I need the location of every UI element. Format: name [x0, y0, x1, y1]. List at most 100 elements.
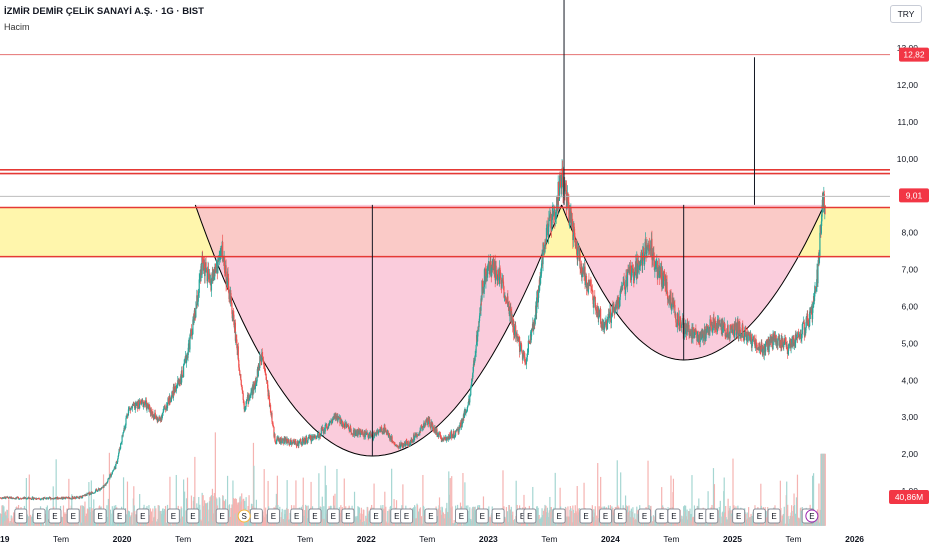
volume-bar: [271, 521, 273, 526]
candle-body: [617, 298, 619, 303]
candle-body: [627, 269, 630, 272]
candle-body: [761, 342, 763, 350]
candle-body: [616, 298, 618, 309]
volume-bar: [545, 505, 547, 526]
volume-bar: [241, 493, 243, 526]
volume-bar: [539, 518, 541, 526]
candle-body: [572, 222, 574, 241]
candle-body: [696, 335, 698, 341]
candle-body: [335, 413, 337, 419]
candle-body: [17, 496, 19, 498]
candle-body: [350, 426, 352, 429]
volume-bar: [616, 460, 618, 526]
candle-body: [272, 425, 275, 427]
candle-body: [668, 299, 670, 302]
candle-body: [225, 265, 227, 285]
candle-body: [519, 342, 522, 352]
candle-body: [530, 331, 532, 341]
candle-body: [150, 409, 152, 414]
candle-body: [112, 471, 114, 473]
candle-body: [162, 411, 164, 413]
candle-body: [414, 435, 416, 437]
volume-bar: [111, 506, 113, 526]
candle-body: [320, 427, 322, 436]
volume-bar: [565, 507, 567, 526]
candle-body: [230, 298, 233, 303]
candle-body: [0, 497, 2, 499]
candle-body: [743, 336, 745, 338]
candle-body: [433, 427, 435, 432]
candle-body: [124, 426, 126, 430]
candle-body: [126, 414, 128, 418]
candle-body: [246, 399, 248, 402]
candle-body: [443, 437, 445, 440]
candle-body: [595, 307, 597, 311]
candle-body: [545, 228, 548, 243]
volume-bar: [783, 506, 785, 526]
candle-body: [306, 437, 308, 442]
volume-bar: [474, 506, 476, 526]
candle-body: [163, 407, 165, 409]
volume-bar: [368, 511, 370, 526]
candle-body: [139, 399, 141, 402]
candle-body: [702, 331, 704, 338]
candle-body: [378, 431, 380, 432]
candle-body: [480, 298, 482, 311]
candle-body: [254, 380, 257, 389]
volume-bar: [763, 521, 765, 526]
candle-body: [154, 412, 156, 416]
candle-body: [788, 344, 790, 351]
candle-body: [330, 421, 332, 423]
candle-body: [39, 499, 42, 501]
candle-body: [713, 317, 715, 325]
candle-body: [94, 491, 96, 493]
candle-body: [236, 339, 238, 349]
candle-body: [333, 416, 335, 420]
candle-body: [27, 497, 29, 499]
candle-body: [528, 340, 530, 343]
candle-body: [244, 407, 246, 410]
candle-body: [523, 354, 526, 357]
candle-body: [31, 497, 33, 500]
candle-body: [290, 439, 292, 441]
candle-body: [698, 337, 700, 342]
candle-body: [520, 344, 523, 351]
candle-body: [553, 211, 555, 215]
volume-bar: [745, 513, 747, 526]
volume-bar: [307, 505, 309, 526]
candle-body: [117, 458, 119, 463]
candle-body: [599, 314, 601, 317]
candle-body: [711, 321, 713, 332]
candle-body: [709, 319, 712, 325]
volume-bar: [784, 523, 786, 526]
candle-body: [183, 363, 185, 365]
candle-body: [518, 336, 521, 353]
candle-body: [549, 213, 551, 219]
candle-body: [648, 244, 651, 249]
candle-body: [585, 275, 588, 289]
candle-body: [784, 338, 786, 341]
candle-body: [469, 395, 471, 397]
volume-bar: [55, 459, 57, 526]
volume-bar: [169, 476, 171, 526]
candle-body: [657, 272, 659, 279]
volume-bar: [363, 509, 365, 526]
candle-body: [280, 437, 282, 442]
volume-bar: [691, 475, 693, 526]
volume-bar: [600, 476, 602, 526]
candle-body: [69, 497, 71, 499]
volume-bar: [295, 480, 297, 526]
candle-body: [625, 275, 627, 288]
candle-body: [116, 462, 118, 463]
candle-body: [735, 323, 737, 335]
candle-body: [131, 405, 133, 409]
candle-body: [597, 306, 599, 313]
candle-body: [455, 429, 458, 432]
candle-body: [556, 197, 558, 205]
candle-body: [187, 343, 190, 352]
volume-bar: [323, 506, 325, 526]
candle-body: [405, 440, 407, 447]
candle-body: [125, 418, 127, 426]
volume-bar: [388, 509, 390, 526]
